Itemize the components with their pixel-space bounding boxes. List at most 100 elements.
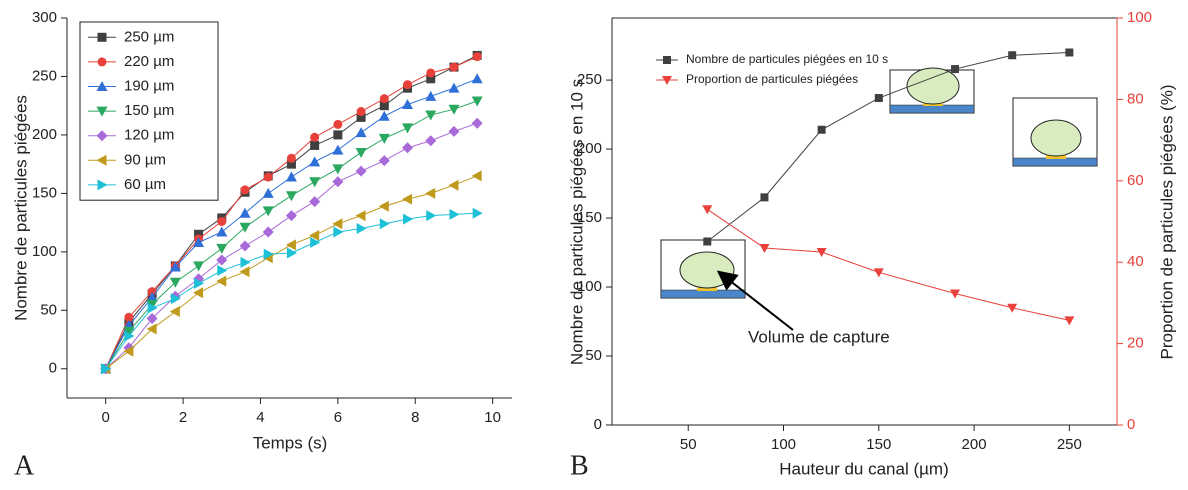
data-point [1065, 48, 1074, 57]
legend-label: 90 µm [124, 151, 166, 168]
data-point [355, 147, 367, 158]
x-tick-label: 50 [680, 436, 697, 453]
x-tick-label: 250 [1057, 436, 1082, 453]
y-axis-label: Nombre de particules piégées [11, 95, 30, 321]
data-point [356, 222, 367, 234]
data-point [379, 218, 390, 230]
legend-marker [96, 81, 108, 91]
data-point [169, 261, 181, 272]
data-point [309, 177, 321, 188]
data-point [101, 363, 112, 375]
data-point [123, 326, 135, 337]
panel-letter: A [14, 450, 35, 481]
x-tick-label: 0 [102, 409, 110, 426]
series-line [105, 175, 478, 370]
x-axis-label: Temps (s) [253, 433, 328, 452]
data-point [239, 222, 251, 233]
y2-tick-label: 80 [1127, 90, 1144, 107]
y-tick-label: 50 [585, 347, 602, 364]
data-point [378, 133, 390, 144]
data-point [147, 302, 158, 314]
data-point [379, 101, 389, 111]
data-point [146, 291, 158, 302]
data-point [262, 187, 274, 198]
legend-label: 150 µm [124, 102, 174, 119]
data-point [425, 90, 437, 101]
data-point [472, 52, 482, 62]
y-tick-label: 200 [32, 126, 57, 143]
data-point [193, 287, 204, 299]
data-point [216, 226, 228, 237]
legend-marker [97, 57, 107, 67]
data-point [216, 254, 228, 266]
panel-letter: B [570, 450, 589, 481]
data-point [332, 144, 344, 155]
data-point [402, 99, 414, 110]
y-tick-label: 250 [32, 67, 57, 84]
data-point [378, 200, 389, 212]
data-point [216, 243, 228, 254]
x-tick-label: 2 [179, 409, 187, 426]
data-point [170, 293, 181, 305]
data-point [448, 125, 460, 137]
data-point [471, 73, 483, 84]
data-point [333, 226, 344, 238]
data-point [239, 207, 251, 218]
data-point [239, 240, 251, 252]
legend-marker [97, 32, 107, 42]
data-point [332, 218, 343, 230]
data-point [378, 155, 390, 167]
y-tick-label: 100 [577, 278, 602, 295]
data-point [124, 330, 135, 342]
legend-marker [96, 154, 107, 166]
x-axis-label: Hauteur du canal (µm) [779, 459, 948, 478]
y2-tick-label: 60 [1127, 172, 1144, 189]
y-tick-label: 250 [577, 71, 602, 88]
annotation-arrow [716, 270, 794, 331]
data-point [286, 153, 296, 163]
inset-schematic [889, 67, 975, 114]
data-point [263, 248, 274, 260]
data-point [448, 82, 460, 93]
data-point [239, 266, 250, 278]
legend-marker [663, 56, 671, 64]
data-point [1007, 303, 1018, 313]
data-point [874, 94, 883, 103]
data-point [169, 277, 181, 288]
y-tick-label: 0 [49, 360, 57, 377]
data-point [402, 123, 414, 134]
data-point [309, 229, 320, 241]
data-point [262, 226, 274, 238]
y-axis-label: Nombre de particules piégées en 10 s [567, 79, 586, 365]
legend-marker [96, 106, 108, 117]
data-point [471, 96, 483, 107]
data-point [309, 196, 321, 208]
data-point [217, 216, 227, 226]
data-point [759, 243, 770, 253]
data-point [240, 185, 250, 195]
y2-axis-label: Proportion de particules piégées (%) [1157, 85, 1176, 360]
series-line [707, 208, 1070, 321]
data-point [332, 176, 344, 188]
x-tick-label: 150 [866, 436, 891, 453]
x-tick-label: 10 [484, 409, 501, 426]
data-point [426, 210, 437, 222]
data-point [403, 213, 414, 225]
data-point [146, 323, 157, 335]
data-point [356, 107, 366, 117]
y2-tick-label: 40 [1127, 253, 1144, 270]
y-tick-label: 50 [40, 301, 57, 318]
inset-schematic [660, 239, 746, 299]
data-point [217, 265, 228, 277]
data-point [471, 170, 482, 182]
y-tick-label: 300 [32, 9, 57, 26]
data-point [193, 261, 205, 272]
legend-label: 120 µm [124, 127, 174, 144]
data-point [286, 247, 297, 259]
x-tick-label: 200 [962, 436, 987, 453]
y-tick-label: 200 [577, 140, 602, 157]
data-point [873, 268, 884, 278]
annotation: Volume de capture [748, 327, 890, 346]
legend-label: 220 µm [124, 53, 174, 70]
